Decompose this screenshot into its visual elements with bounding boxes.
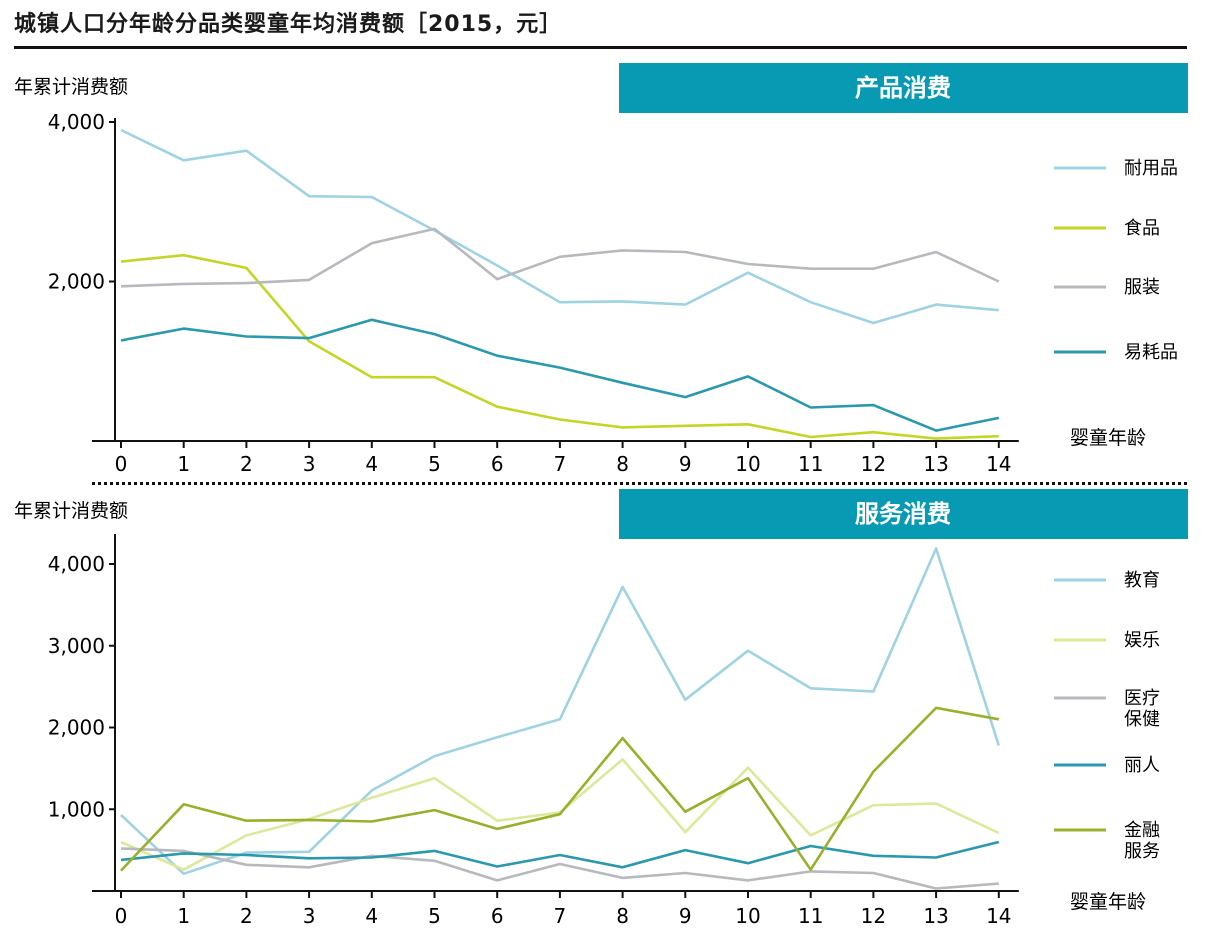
page-title: 城镇人口分年龄分品类婴童年均消费额［2015，元］ bbox=[14, 12, 563, 37]
x-tick-label: 0 bbox=[115, 904, 128, 928]
series-line-2 bbox=[120, 227, 1000, 288]
legend-label: 娱乐 bbox=[1124, 630, 1160, 651]
series-line-0 bbox=[120, 547, 1001, 876]
x-tick-label: 10 bbox=[735, 452, 760, 476]
x-tick-label: 3 bbox=[303, 904, 316, 928]
series-line-2 bbox=[120, 847, 999, 890]
legend-label: 丽人 bbox=[1124, 755, 1160, 776]
x-tick-label: 1 bbox=[177, 904, 190, 928]
x-tick-label: 13 bbox=[923, 904, 948, 928]
x-tick-label: 4 bbox=[365, 904, 378, 928]
x-tick-label: 11 bbox=[798, 904, 823, 928]
x-tick-label: 1 bbox=[177, 452, 190, 476]
x-tick-label: 7 bbox=[554, 904, 567, 928]
y-tick-label: 3,000 bbox=[48, 634, 105, 658]
x-tick-label: 5 bbox=[428, 904, 441, 928]
y-tick-label: 4,000 bbox=[48, 110, 105, 134]
y-tick-label: 4,000 bbox=[48, 552, 105, 576]
x-tick-label: 8 bbox=[616, 904, 629, 928]
x-tick-label: 5 bbox=[428, 452, 441, 476]
y-tick-label: 2,000 bbox=[48, 716, 105, 740]
legend-label: 耐用品 bbox=[1124, 158, 1178, 179]
title-rule bbox=[14, 46, 1187, 49]
x-tick-label: 13 bbox=[923, 452, 948, 476]
service-y-axis-label: 年累计消费额 bbox=[14, 500, 128, 522]
product-series bbox=[120, 128, 1000, 440]
legend-label: 服装 bbox=[1124, 277, 1160, 298]
x-tick-label: 3 bbox=[303, 452, 316, 476]
x-tick-label: 7 bbox=[554, 452, 567, 476]
x-tick-label: 2 bbox=[240, 452, 253, 476]
legend-label: 易耗品 bbox=[1124, 342, 1178, 363]
x-tick-label: 8 bbox=[616, 452, 629, 476]
legend-label: 教育 bbox=[1124, 570, 1160, 591]
x-tick-label: 4 bbox=[365, 452, 378, 476]
x-tick-label: 2 bbox=[240, 904, 253, 928]
series-line-3 bbox=[120, 318, 1000, 432]
service-panel: 服务消费 年累计消费额 婴童年龄 0 1 2 3 4 5 6 7 8 9 10 11 12 13 141,0… bbox=[14, 489, 1188, 928]
series-line-1 bbox=[120, 253, 999, 440]
series-line-4 bbox=[120, 706, 1000, 872]
service-panel-title: 服务消费 bbox=[855, 500, 951, 528]
service-series bbox=[120, 547, 1001, 890]
legend-label: 食品 bbox=[1124, 218, 1160, 239]
x-tick-label: 6 bbox=[491, 904, 504, 928]
x-tick-label: 14 bbox=[986, 452, 1011, 476]
x-tick-label: 12 bbox=[861, 904, 886, 928]
x-tick-label: 9 bbox=[679, 452, 692, 476]
product-panel-banner bbox=[619, 63, 1188, 113]
product-panel: 产品消费 年累计消费额 婴童年龄 0 1 2 3 4 5 6 7 8 9 10 11 12 13 142,0… bbox=[14, 63, 1188, 476]
x-tick-label: 11 bbox=[798, 452, 823, 476]
legend-label: 金融服务 bbox=[1124, 820, 1160, 862]
y-tick-label: 2,000 bbox=[48, 270, 105, 294]
x-tick-label: 14 bbox=[986, 904, 1011, 928]
panel-divider bbox=[92, 482, 1187, 485]
product-y-axis-label: 年累计消费额 bbox=[14, 76, 128, 98]
legend-label: 医疗保健 bbox=[1124, 688, 1160, 730]
x-tick-label: 9 bbox=[679, 904, 692, 928]
x-tick-label: 10 bbox=[735, 904, 760, 928]
x-tick-label: 6 bbox=[491, 452, 504, 476]
x-tick-label: 12 bbox=[861, 452, 886, 476]
y-tick-label: 1,000 bbox=[48, 797, 105, 821]
series-line-0 bbox=[120, 128, 999, 325]
x-tick-label: 0 bbox=[115, 452, 128, 476]
product-x-axis-label: 婴童年龄 bbox=[1070, 427, 1146, 449]
service-panel-banner bbox=[619, 489, 1188, 539]
series-line-3 bbox=[120, 840, 1000, 869]
service-x-axis-label: 婴童年龄 bbox=[1070, 891, 1146, 913]
product-panel-title: 产品消费 bbox=[855, 74, 951, 102]
